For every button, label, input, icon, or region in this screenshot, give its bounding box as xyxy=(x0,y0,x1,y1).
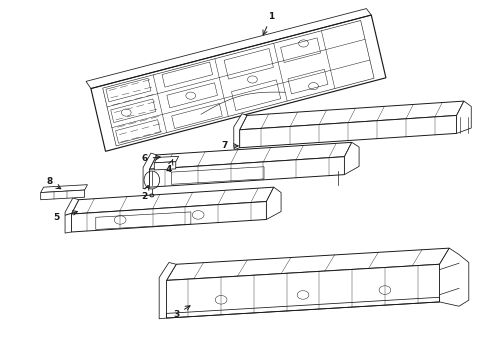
Polygon shape xyxy=(239,116,456,148)
Polygon shape xyxy=(266,187,281,220)
Polygon shape xyxy=(143,153,157,189)
Polygon shape xyxy=(456,101,470,134)
Text: 5: 5 xyxy=(54,211,77,222)
Polygon shape xyxy=(439,248,468,306)
Polygon shape xyxy=(159,262,176,319)
Text: 6: 6 xyxy=(141,154,160,163)
Polygon shape xyxy=(166,264,439,318)
Polygon shape xyxy=(41,190,84,200)
Polygon shape xyxy=(239,101,463,130)
Polygon shape xyxy=(166,248,448,280)
Text: 4: 4 xyxy=(165,159,172,174)
Polygon shape xyxy=(149,157,344,187)
Polygon shape xyxy=(91,15,385,151)
Text: 7: 7 xyxy=(222,141,238,150)
Polygon shape xyxy=(41,185,87,193)
Polygon shape xyxy=(233,114,246,149)
Text: 2: 2 xyxy=(141,185,148,201)
Polygon shape xyxy=(154,162,175,170)
Polygon shape xyxy=(71,187,273,214)
Polygon shape xyxy=(149,142,351,169)
Text: 1: 1 xyxy=(263,12,274,35)
Polygon shape xyxy=(154,156,178,163)
Text: 8: 8 xyxy=(46,177,61,189)
Polygon shape xyxy=(344,142,358,175)
Text: 3: 3 xyxy=(173,306,190,319)
Polygon shape xyxy=(65,198,79,233)
Polygon shape xyxy=(71,202,266,232)
